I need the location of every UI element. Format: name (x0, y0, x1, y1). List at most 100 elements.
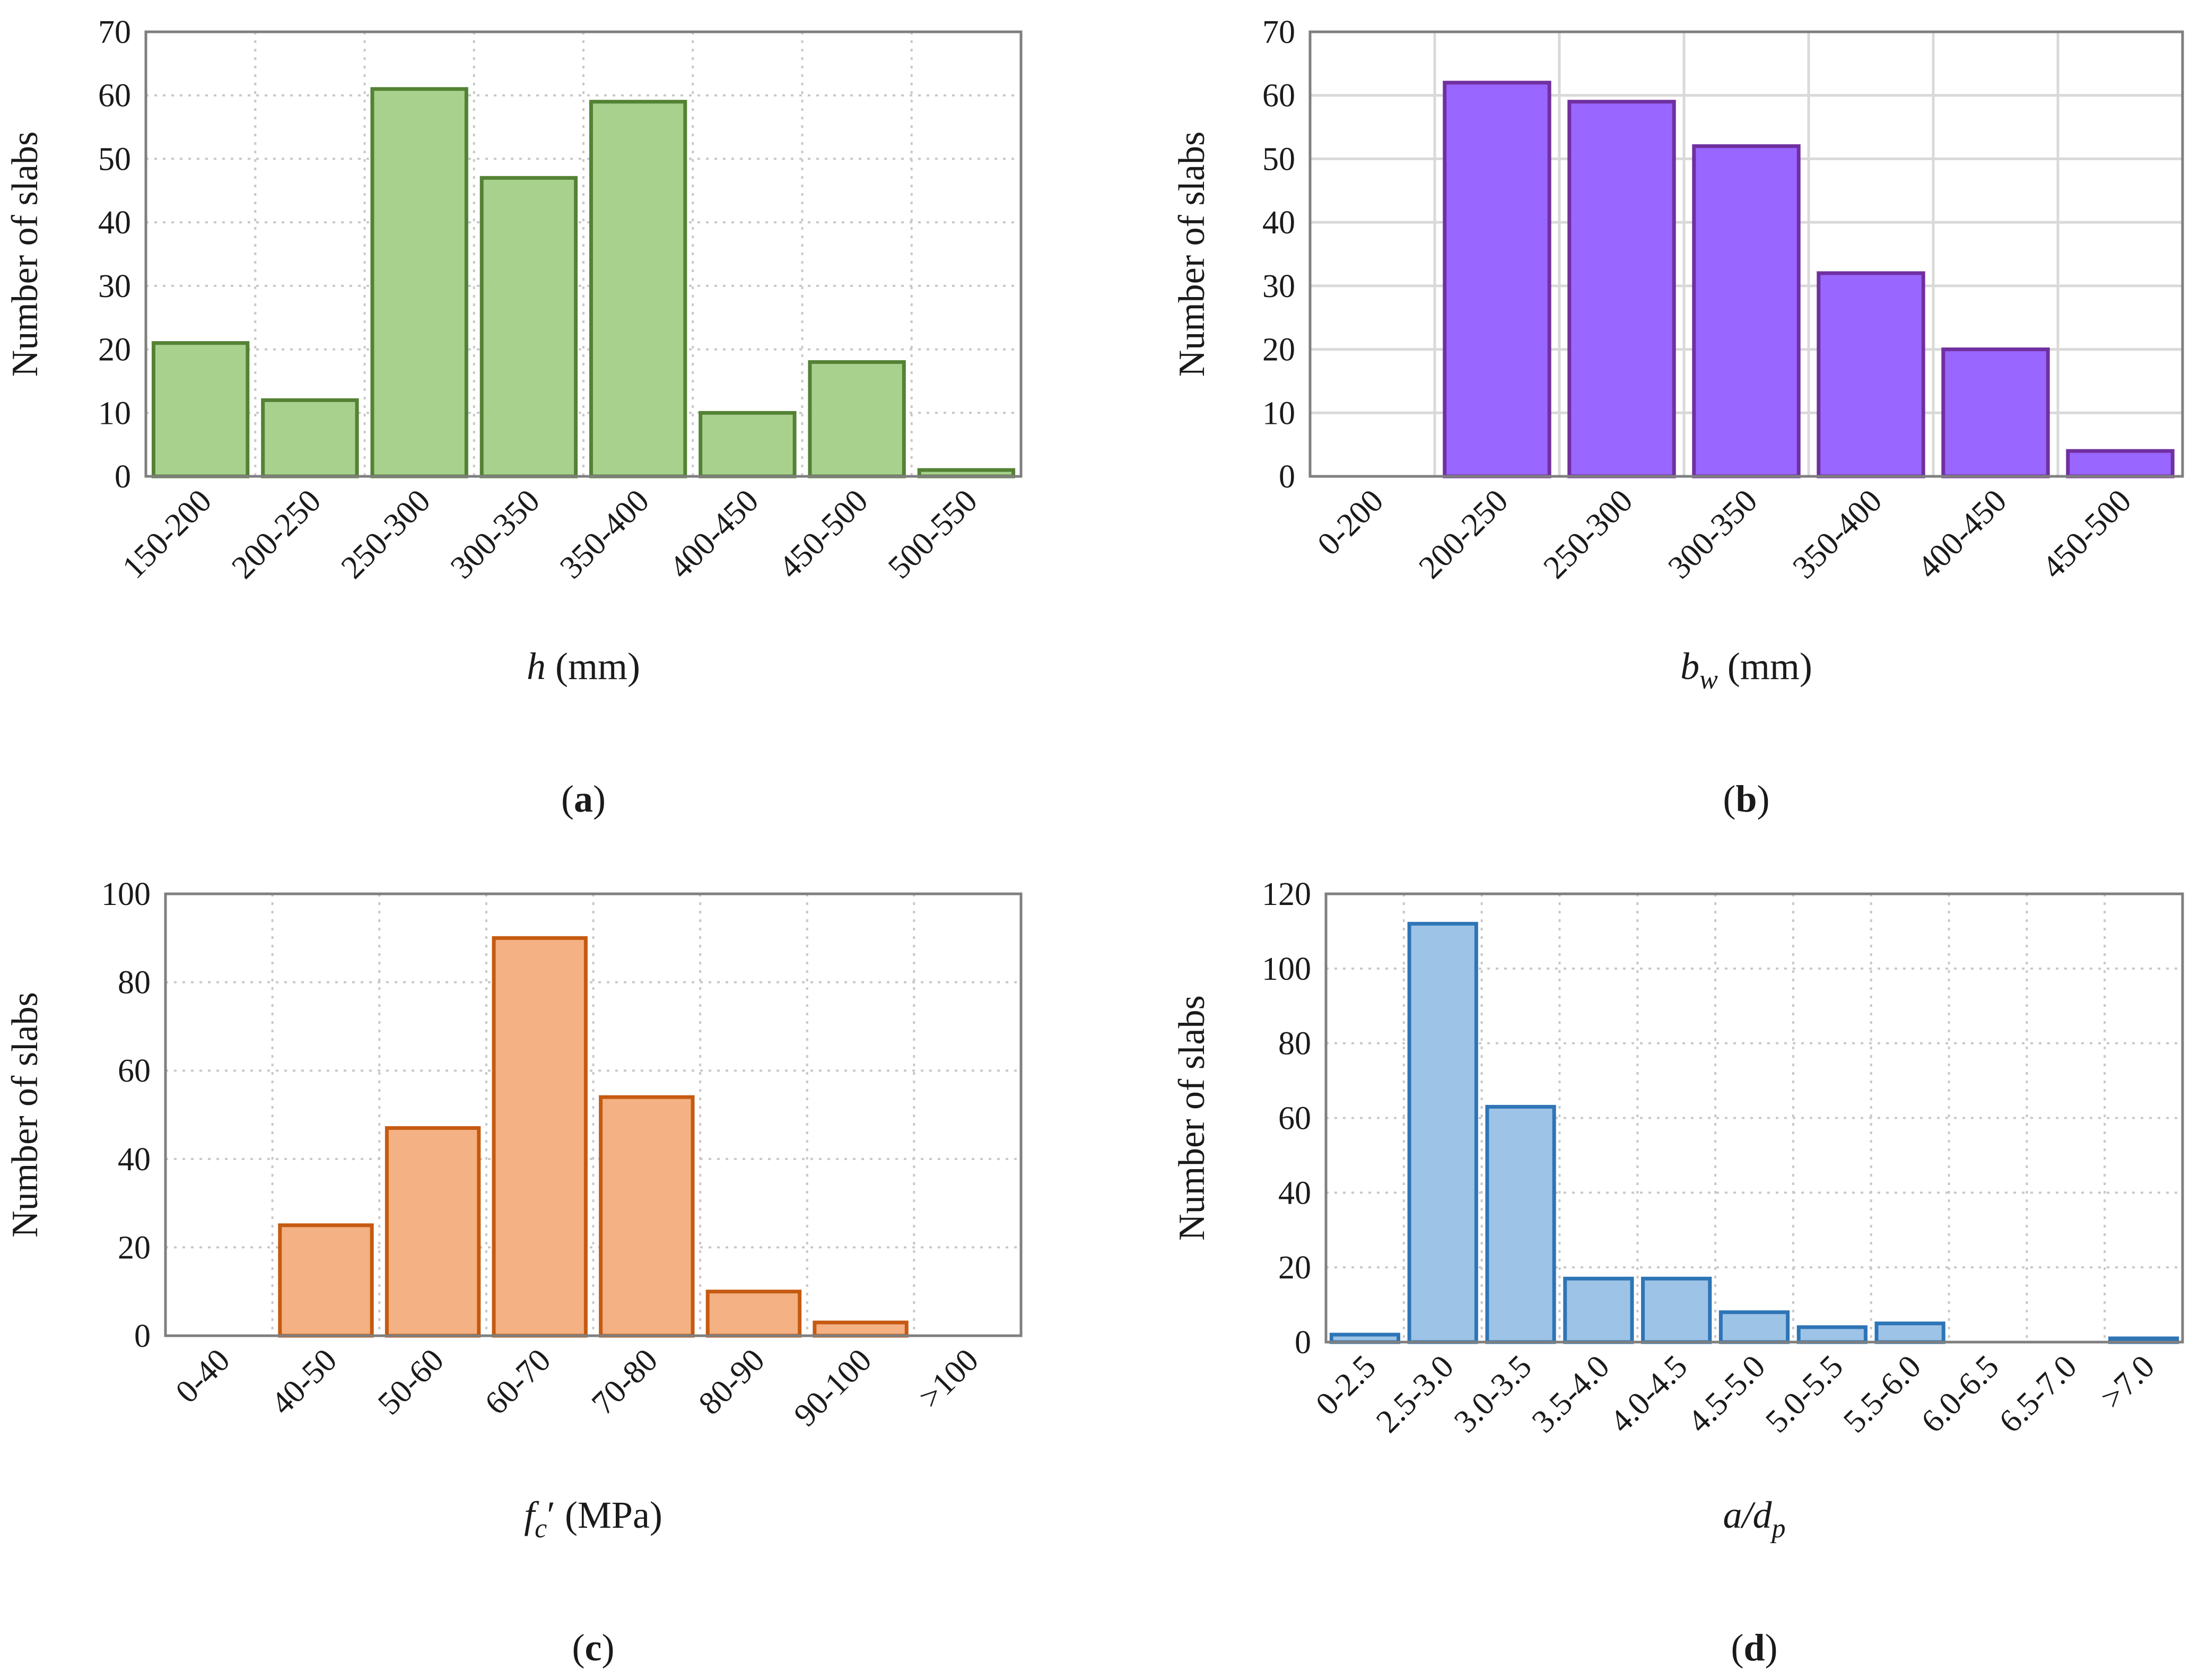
x-tick-label: >100 (912, 1342, 986, 1416)
x-axis-label-variable: b (1680, 645, 1699, 687)
y-axis-label: Number of slabs (1172, 995, 1212, 1241)
chart-panel-b: 0 10 20 30 40 50 60 70 0-200 200-250 250-300 300-35… (1172, 14, 2184, 820)
x-tick-label: 3.5-4.0 (1525, 1348, 1616, 1440)
bar-5.0-5.5 (1796, 1325, 1868, 1344)
y-axis-label: Number of slabs (5, 132, 46, 377)
x-tick-label: 400-450 (662, 483, 765, 586)
y-tick-label: 40 (1262, 205, 1295, 241)
panel-label-close-paren: ) (1757, 778, 1770, 820)
panel-label-letter: b (1735, 778, 1757, 820)
y-tick-label: 10 (98, 395, 131, 431)
y-tick-label: 20 (98, 332, 131, 368)
bar-150-200 (151, 341, 250, 478)
bar-200-250 (1443, 81, 1551, 478)
panel-label-open-paren: ( (1731, 1626, 1743, 1669)
x-tick-label: 400-450 (1910, 483, 2013, 586)
y-tick-label: 70 (98, 14, 131, 50)
x-tick-label: 80-90 (692, 1342, 771, 1422)
panel-label: (a) (561, 778, 606, 820)
y-axis-label: Number of slabs (5, 992, 46, 1238)
y-tick-label: 80 (118, 965, 151, 1001)
x-axis-label: h (mm) (527, 645, 640, 687)
x-axis-label-unit: (mm) (546, 645, 640, 687)
y-tick-label: 20 (1278, 1250, 1311, 1286)
x-tick-label: 5.5-6.0 (1837, 1348, 1928, 1440)
bar-3.5-4.0 (1563, 1276, 1634, 1344)
y-tick-label: 0 (1295, 1325, 1311, 1361)
bar-70-80 (599, 1095, 695, 1338)
chart-panel-c: 0 20 40 60 80 100 0-40 40-50 50-60 60-70 70-80 80-9… (5, 876, 1023, 1669)
chart-panel-d: 0204060801001200-2.52.5-3.03.0-3.53.5-4.… (1172, 876, 2184, 1669)
x-tick-label: 200-250 (225, 483, 328, 586)
y-tick-label: 100 (101, 876, 151, 912)
x-tick-label: 300-350 (1661, 483, 1764, 586)
plot-frame (164, 892, 1023, 1337)
x-tick-label: 4.0-4.5 (1603, 1348, 1694, 1440)
x-tick-label: 250-300 (334, 483, 437, 586)
x-tick-label: 350-400 (553, 483, 656, 586)
x-tick-label: 450-500 (772, 483, 875, 586)
bar-450-500 (2066, 449, 2175, 478)
bar-4.0-4.5 (1641, 1276, 1712, 1344)
plot-frame (1308, 30, 2184, 478)
y-tick-label: 60 (118, 1053, 151, 1089)
x-tick-label: 500-550 (882, 483, 984, 586)
x-tick-label: 40-50 (264, 1342, 344, 1422)
x-tick-label: 50-60 (371, 1342, 451, 1422)
x-tick-label: 3.0-3.5 (1447, 1348, 1539, 1440)
panel-label-open-paren: ( (561, 778, 574, 820)
x-axis-label-prime: ′ (547, 1494, 555, 1536)
x-tick-label: 90-100 (787, 1342, 878, 1433)
x-axis-label-unit: (MPa) (555, 1494, 662, 1536)
x-tick-label: 6.0-6.5 (1915, 1348, 2006, 1440)
x-tick-label: 70-80 (585, 1342, 665, 1422)
panel-label-close-paren: ) (593, 778, 606, 820)
panel-label: (d) (1731, 1626, 1777, 1669)
y-tick-label: 20 (1262, 332, 1295, 368)
x-axis-label: bw (mm) (1680, 645, 1812, 695)
x-tick-label: 150-200 (116, 483, 219, 586)
bar-400-450 (699, 411, 797, 478)
bar-90-100 (813, 1320, 909, 1338)
y-tick-label: 20 (118, 1230, 151, 1266)
panel-label-letter: d (1743, 1626, 1765, 1669)
y-tick-label: 0 (134, 1318, 151, 1354)
y-tick-label: 60 (98, 78, 131, 114)
x-tick-label: 200-250 (1412, 483, 1515, 586)
x-axis-label-variable: h (527, 645, 546, 687)
bar-5.5-6.0 (1874, 1321, 1945, 1344)
bar-4.5-5.0 (1718, 1310, 1790, 1344)
x-axis-label-subscript: w (1699, 665, 1718, 695)
bar-300-350 (479, 176, 578, 478)
panel-label-close-paren: ) (601, 1626, 614, 1669)
y-tick-label: 40 (118, 1142, 151, 1178)
bar-250-300 (370, 87, 468, 478)
x-axis-label-unit: (mm) (1718, 645, 1812, 687)
x-axis-label-subscript: c (535, 1513, 547, 1544)
plot-frame (144, 30, 1023, 478)
y-tick-label: 120 (1262, 876, 1311, 912)
plot-frame (1324, 892, 2184, 1344)
x-axis-label: fc′ (MPa) (524, 1494, 662, 1544)
chart-panel-a: 0 10 20 30 40 50 60 70 150-200 200-250 250-300 300-… (5, 14, 1023, 820)
y-tick-label: 10 (1262, 395, 1295, 431)
x-tick-label: 60-70 (478, 1342, 557, 1422)
y-tick-label: 40 (98, 205, 131, 241)
y-tick-label: 0 (115, 459, 131, 495)
panel-label-open-paren: ( (1723, 778, 1735, 820)
bar-350-400 (589, 100, 687, 478)
bar-80-90 (705, 1290, 802, 1338)
y-tick-label: 50 (98, 141, 131, 177)
bar-40-50 (278, 1223, 374, 1338)
panel-label: (b) (1723, 778, 1769, 820)
y-tick-label: 0 (1279, 459, 1295, 495)
x-tick-label: 5.0-5.5 (1759, 1348, 1850, 1440)
x-tick-label: 0-40 (169, 1342, 237, 1410)
x-tick-label: 450-500 (2035, 483, 2138, 586)
x-axis-label: a/dp (1723, 1494, 1785, 1544)
y-tick-label: 80 (1278, 1026, 1311, 1062)
bar-2.5-3.0 (1407, 921, 1478, 1344)
x-tick-label: 300-350 (444, 483, 547, 586)
bar-300-350 (1692, 144, 1801, 478)
